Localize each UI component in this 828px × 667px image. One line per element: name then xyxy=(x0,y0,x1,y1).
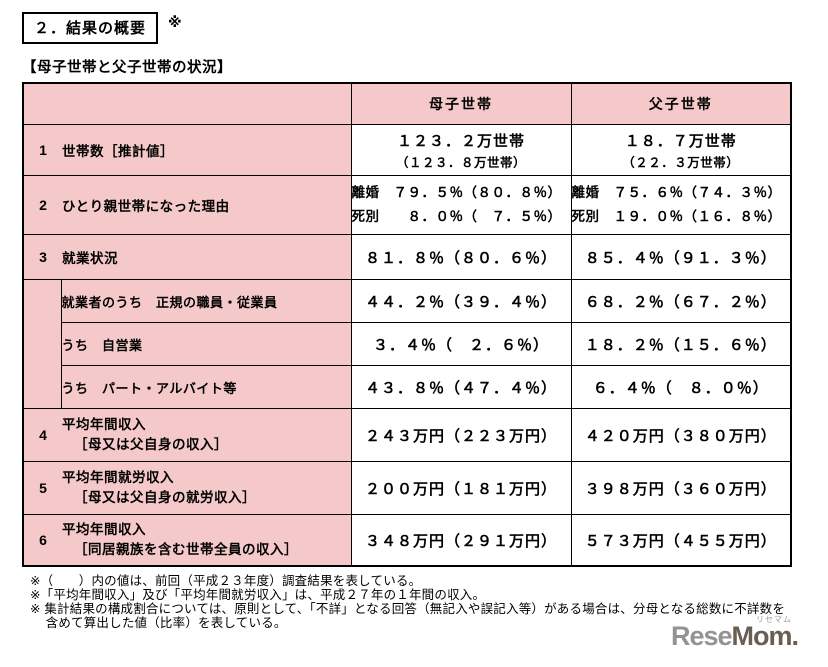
row3-father-cell: ８５．４％（９１．３％） xyxy=(570,234,792,280)
row2-mother-bereavement: 死別 ８．０％（ ７．５％） xyxy=(351,209,562,224)
table-row: 2 ひとり親世帯になった理由 離婚 ７９．５％（８０．８％） 死別 ８．０％（ … xyxy=(22,175,792,235)
header-empty-cell xyxy=(22,82,352,125)
row3-mother-value: ８１．８％（８０．６％） xyxy=(364,249,557,267)
subrow2-father-value: １８．２％（１５．６％） xyxy=(584,336,777,354)
row3-mother-cell: ８１．８％（８０．６％） xyxy=(350,234,572,280)
subrow3-mother-value: ４３．８％（４７．４％） xyxy=(364,379,557,397)
logo-mom-text: Mom. xyxy=(731,621,799,651)
results-table: 母子世帯 父子世帯 1 世帯数［推計値］ １２３．２万世帯 （１２３．８万世帯）… xyxy=(22,82,792,567)
page-title-box: ２．結果の概要 xyxy=(22,12,159,44)
footnote-3: ※ 集計結果の構成割合については、原則として、「不詳」となる回答（無記入や誤記入… xyxy=(30,602,786,630)
row1-father-cell: １８．７万世帯 （２２．３万世帯） xyxy=(570,124,792,176)
table-subrow: うち パート・アルバイト等 ４３．８％（４７．４％） ６．４％（ ８．０％） xyxy=(23,365,792,409)
subrow1-father-value: ６８．２％（６７．２％） xyxy=(584,293,777,311)
subrow-indent-strip xyxy=(22,279,62,409)
title-asterisk: ※ xyxy=(168,14,182,30)
column-header-father: 父子世帯 xyxy=(570,82,792,125)
row6-label-line1: 平均年間収入 xyxy=(62,522,146,538)
row3-label: 就業状況 xyxy=(62,251,118,266)
row3-number: 3 xyxy=(39,249,47,265)
row5-mother-value: ２００万円（１８１万円） xyxy=(364,480,557,498)
row5-father-value: ３９８万円（３６０万円） xyxy=(584,480,777,498)
table-subrow: 就業者のうち 正規の職員・従業員 ４４．２％（３９．４％） ６８．２％（６７．２… xyxy=(22,279,792,409)
row4-father-value: ４２０万円（３８０万円） xyxy=(584,427,777,445)
subrow2-mother-value: ３．４％（ ２．６％） xyxy=(372,336,549,354)
row1-label-cell: 1 世帯数［推計値］ xyxy=(22,124,352,176)
subrow3-father-value: ６．４％（ ８．０％） xyxy=(592,379,769,397)
row3-label-cell: 3 就業状況 xyxy=(22,234,352,280)
row5-mother-cell: ２００万円（１８１万円） xyxy=(350,461,572,515)
row1-number: 1 xyxy=(39,142,47,158)
row6-label-line2: ［同居親族を含む世帯全員の収入］ xyxy=(74,542,298,557)
row2-father-divorce: 離婚 ７５．６％（７４．３％） xyxy=(571,185,782,201)
row3-father-value: ８５．４％（９１．３％） xyxy=(584,249,777,267)
row2-father-bereavement: 死別 １９．０％（１６．８％） xyxy=(571,209,782,224)
footnote-1: ※（ ）内の値は、前回（平成２３年度）調査結果を表している。 xyxy=(30,574,422,588)
subrow1-mother-cell: ４４．２％（３９．４％） xyxy=(350,279,572,323)
page-title: ２．結果の概要 xyxy=(34,20,147,37)
subrow1-mother-value: ４４．２％（３９．４％） xyxy=(364,293,557,311)
footnotes: ※（ ）内の値は、前回（平成２３年度）調査結果を表している。 ※「平均年間収入」… xyxy=(30,574,792,630)
subrow2-father-cell: １８．２％（１５．６％） xyxy=(570,322,792,366)
logo-rese-text: Rese xyxy=(670,621,733,651)
row1-mother-value: １２３．２万世帯 xyxy=(396,132,525,150)
row4-label-line2: ［母又は父自身の収入］ xyxy=(74,437,228,452)
resemom-logo: リセマム ReseMom. xyxy=(670,614,799,651)
footnote-2: ※「平均年間収入」及び「平均年間就労収入」は、平成２７年の１年間の収入。 xyxy=(30,588,486,602)
row6-number: 6 xyxy=(39,532,47,548)
subrow1-father-cell: ６８．２％（６７．２％） xyxy=(570,279,792,323)
row2-mother-divorce: 離婚 ７９．５％（８０．８％） xyxy=(351,185,562,201)
row2-number: 2 xyxy=(39,197,47,213)
row1-father-value: １８．７万世帯 xyxy=(624,132,737,150)
row4-mother-cell: ２４３万円（２２３万円） xyxy=(350,408,572,462)
column-header-mother: 母子世帯 xyxy=(350,82,572,125)
row4-label-line1: 平均年間収入 xyxy=(62,417,146,433)
resemom-logo-kana: リセマム xyxy=(756,615,792,624)
row4-number: 4 xyxy=(39,427,47,443)
row4-father-cell: ４２０万円（３８０万円） xyxy=(570,408,792,462)
table-subrow: うち 自営業 ３．４％（ ２．６％） １８．２％（１５．６％） xyxy=(23,322,792,366)
subrow3-label: うち パート・アルバイト等 xyxy=(60,365,352,409)
row1-mother-prev: （１２３．８万世帯） xyxy=(395,155,526,170)
row4-mother-value: ２４３万円（２２３万円） xyxy=(364,427,557,445)
row6-mother-cell: ３４８万円（２９１万円） xyxy=(350,514,572,567)
subrow2-mother-cell: ３．４％（ ２．６％） xyxy=(350,322,572,366)
resemom-logo-wordmark: ReseMom. xyxy=(670,621,799,651)
row6-father-value: ５７３万円（４５５万円） xyxy=(584,532,777,550)
row6-mother-value: ３４８万円（２９１万円） xyxy=(364,532,557,550)
row2-father-cell: 離婚 ７５．６％（７４．３％） 死別 １９．０％（１６．８％） xyxy=(570,175,792,235)
subrow1-label: 就業者のうち 正規の職員・従業員 xyxy=(60,279,352,323)
row2-label: ひとり親世帯になった理由 xyxy=(62,199,230,214)
subrow3-father-cell: ６．４％（ ８．０％） xyxy=(570,365,792,409)
row5-label-line2: ［母又は父自身の就労収入］ xyxy=(74,490,256,505)
subrow3-mother-cell: ４３．８％（４７．４％） xyxy=(350,365,572,409)
subrow2-label: うち 自営業 xyxy=(60,322,352,366)
section-subtitle: 【母子世帯と父子世帯の状況】 xyxy=(22,60,232,76)
row5-label-cell: 5 平均年間就労収入 ［母又は父自身の就労収入］ xyxy=(22,461,352,515)
table-row: 6 平均年間収入 ［同居親族を含む世帯全員の収入］ ３４８万円（２９１万円） ５… xyxy=(22,514,792,567)
title-row: ２．結果の概要 ※ xyxy=(22,12,182,44)
row1-mother-cell: １２３．２万世帯 （１２３．８万世帯） xyxy=(350,124,572,176)
row2-mother-cell: 離婚 ７９．５％（８０．８％） 死別 ８．０％（ ７．５％） xyxy=(350,175,572,235)
row1-father-prev: （２２．３万世帯） xyxy=(622,155,740,170)
row5-father-cell: ３９８万円（３６０万円） xyxy=(570,461,792,515)
row5-label-line1: 平均年間就労収入 xyxy=(62,470,174,486)
row6-label-cell: 6 平均年間収入 ［同居親族を含む世帯全員の収入］ xyxy=(22,514,352,567)
row4-label-cell: 4 平均年間収入 ［母又は父自身の収入］ xyxy=(22,408,352,462)
table-row: 5 平均年間就労収入 ［母又は父自身の就労収入］ ２００万円（１８１万円） ３９… xyxy=(22,461,792,515)
row1-label: 世帯数［推計値］ xyxy=(62,144,174,159)
header-row: 母子世帯 父子世帯 xyxy=(22,82,792,125)
table-row: 1 世帯数［推計値］ １２３．２万世帯 （１２３．８万世帯） １８．７万世帯 （… xyxy=(22,124,792,176)
row5-number: 5 xyxy=(39,480,47,496)
table-row: 3 就業状況 ８１．８％（８０．６％） ８５．４％（９１．３％） xyxy=(22,234,792,280)
row2-label-cell: 2 ひとり親世帯になった理由 xyxy=(22,175,352,235)
table-row: 4 平均年間収入 ［母又は父自身の収入］ ２４３万円（２２３万円） ４２０万円（… xyxy=(22,408,792,462)
row6-father-cell: ５７３万円（４５５万円） xyxy=(570,514,792,567)
